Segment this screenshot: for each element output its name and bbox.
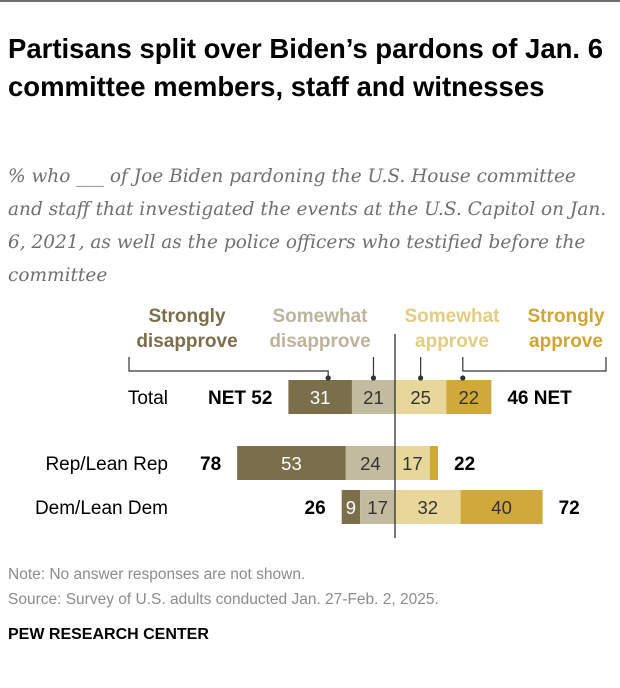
legend-label-somewhat-approve: approve	[415, 331, 489, 352]
net-disapprove-label: 26	[305, 498, 326, 519]
bar-value-label: 53	[281, 453, 302, 474]
bar-somewhat-disapprove-row-0	[351, 380, 395, 414]
legend-label-somewhat-disapprove: disapprove	[269, 331, 370, 352]
bar-value-label: 40	[491, 497, 512, 518]
source-text: Source: Survey of U.S. adults conducted …	[8, 591, 439, 608]
legend-label-strongly-disapprove: Strongly	[148, 306, 225, 327]
bar-strongly-disapprove-row-0	[288, 380, 352, 414]
net-approve-label: 46 NET	[507, 388, 572, 409]
bar-strongly-disapprove-row-1	[237, 446, 346, 480]
legend-leader-strongly-approve	[462, 357, 607, 372]
note-text: Note: No answer responses are not shown.	[8, 566, 306, 583]
legend-label-strongly-approve: approve	[529, 331, 603, 352]
legend-label-strongly-disapprove: disapprove	[136, 331, 237, 352]
bar-somewhat-approve-row-2	[395, 490, 461, 524]
bar-strongly-approve-row-2	[460, 490, 543, 524]
bar-value-label: 17	[402, 453, 423, 474]
bar-value-label: 31	[310, 387, 331, 408]
legend-leader-dot	[370, 375, 377, 381]
bar-value-label: 24	[360, 453, 381, 474]
bar-value-label: 25	[410, 387, 431, 408]
legend-leader-dot	[325, 375, 331, 381]
legend-label-somewhat-disapprove: Somewhat	[272, 306, 368, 327]
bar-value-label: 9	[346, 497, 356, 518]
publisher-logo-text: PEW RESEARCH CENTER	[8, 626, 209, 643]
bar-value-label: 32	[418, 497, 439, 518]
bar-somewhat-approve-row-0	[395, 380, 447, 414]
category-label: Total	[128, 388, 168, 409]
bar-strongly-approve-row-1	[429, 446, 439, 480]
legend-leader-dot	[460, 375, 466, 381]
bar-value-label: 17	[367, 497, 388, 518]
top-rule	[0, 0, 620, 2]
bar-strongly-disapprove-row-2	[341, 490, 361, 524]
bar-somewhat-approve-row-1	[395, 446, 430, 480]
net-disapprove-label: NET 52	[208, 388, 272, 409]
category-label: Rep/Lean Rep	[45, 454, 168, 475]
bar-strongly-approve-row-0	[446, 380, 492, 414]
bar-somewhat-disapprove-row-1	[345, 446, 395, 480]
net-approve-label: 22	[454, 454, 475, 475]
legend-leader-strongly-disapprove	[128, 357, 329, 378]
net-approve-label: 72	[559, 498, 580, 519]
chart-notes: Note: No answer responses are not shown.…	[8, 562, 613, 612]
bar-value-label: 22	[459, 387, 480, 408]
chart-title: Partisans split over Biden’s pardons of …	[8, 33, 603, 102]
legend-label-strongly-approve: Strongly	[527, 306, 604, 327]
net-disapprove-label: 78	[200, 454, 221, 475]
bar-value-label: 21	[363, 387, 384, 408]
legend-leader-dot	[418, 375, 424, 381]
chart-subtitle: % who ___ of Joe Biden pardoning the U.S…	[8, 166, 607, 286]
bar-somewhat-disapprove-row-2	[360, 490, 395, 524]
category-label: Dem/Lean Dem	[35, 498, 168, 519]
legend-label-somewhat-approve: Somewhat	[404, 306, 500, 327]
